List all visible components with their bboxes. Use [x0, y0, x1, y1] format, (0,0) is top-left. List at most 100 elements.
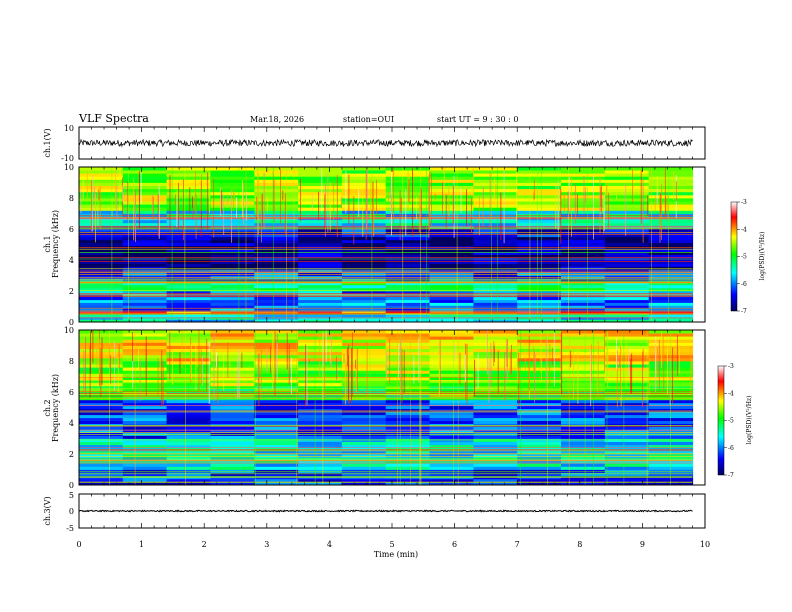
spectrogram-cell	[254, 397, 299, 401]
spectrogram-cell	[254, 228, 299, 232]
spectrogram-cell	[561, 370, 606, 374]
spectrogram-cell	[341, 351, 387, 356]
spectrogram-cell	[298, 311, 343, 314]
spectrogram-cell	[122, 222, 168, 227]
spectrogram-cell	[341, 420, 387, 424]
spectrogram-cell	[341, 367, 387, 371]
spectrogram-cell	[561, 354, 606, 359]
spectrogram-cell	[429, 342, 474, 346]
spectrogram-cell	[122, 354, 168, 359]
spectrogram-cell	[473, 385, 518, 389]
spectrogram-cell	[561, 176, 606, 180]
spectrogram-cell	[79, 463, 124, 467]
spectrogram-cell	[166, 194, 211, 199]
spectrogram-cell	[604, 426, 650, 430]
spectrogram-cell	[517, 376, 562, 380]
spectrogram-cell	[517, 391, 562, 395]
spectrogram-cell	[473, 435, 518, 439]
spectrogram-cell	[166, 367, 211, 371]
spectrogram-cell	[122, 397, 168, 401]
spectrogram-cell	[604, 382, 650, 387]
spectrogram-cell	[429, 472, 474, 477]
spectrogram-cell	[604, 345, 650, 349]
spectrogram-cell	[385, 414, 431, 419]
spectrogram-cell	[254, 382, 299, 387]
spectrogram-cell	[79, 266, 124, 270]
spectrogram-cell	[604, 367, 650, 371]
spectrogram-cell	[517, 402, 562, 407]
spectrogram-cell	[604, 385, 650, 389]
spectrogram-cell	[79, 260, 124, 264]
spectrogram-cell	[561, 316, 606, 320]
spectrogram-ytick-label: 8	[69, 357, 74, 366]
spectrogram-cell	[473, 248, 518, 252]
spectrogram-ytick-label: 4	[69, 419, 74, 428]
spectrogram-cell	[210, 210, 255, 214]
spectrogram-cell	[122, 291, 168, 295]
spectrogram-cell	[385, 402, 431, 407]
spectrogram-cell	[473, 330, 518, 334]
spectrogram-cell	[429, 339, 474, 343]
spectrogram-cell	[561, 444, 606, 449]
spectrogram-cell	[385, 251, 431, 255]
spectrogram-cell	[341, 222, 387, 227]
spectrogram-cell	[210, 339, 255, 343]
spectrogram-cell	[341, 239, 387, 244]
spectrogram-cell	[473, 213, 518, 217]
spectrogram-cell	[473, 351, 518, 356]
spectrogram-cell	[517, 302, 562, 306]
spectrogram-cell	[122, 435, 168, 439]
spectrogram-cell	[604, 263, 650, 267]
spectrogram-cell	[254, 207, 299, 211]
spectrogram-cell	[517, 234, 562, 238]
spectrogram-cell	[122, 234, 168, 238]
colorbar-1-gradient	[730, 201, 738, 312]
spectrogram-cell	[429, 312, 474, 315]
spectrogram-cell	[341, 176, 387, 180]
spectrogram-cell	[429, 370, 474, 374]
spectrogram-cell	[517, 333, 562, 337]
spectrogram-cell	[122, 248, 168, 252]
spectrogram-cell	[648, 314, 694, 318]
spectrogram-cell	[341, 426, 387, 430]
spectrogram-cell	[254, 308, 299, 312]
spectrogram-cell	[385, 302, 431, 306]
spectrogram-cell	[473, 426, 518, 430]
spectrogram-cell	[166, 463, 211, 467]
spectrogram-cell	[341, 399, 387, 404]
spectrogram-cell	[473, 311, 518, 314]
spectrogram-cell	[429, 299, 474, 303]
spectrogram-cell	[429, 408, 474, 413]
spectrogram-cell	[517, 357, 562, 362]
spectrogram-cell	[341, 438, 387, 442]
spectrogram-cell	[473, 333, 518, 337]
spectrogram-cell	[385, 314, 431, 318]
spectrogram-cell	[254, 463, 299, 467]
spectrogram-cell	[166, 284, 211, 289]
spectrogram-cell	[298, 291, 343, 295]
spectrogram-cell	[79, 236, 124, 241]
spectrogram-cell	[79, 417, 124, 421]
spectrogram-cell	[517, 405, 562, 410]
spectrogram-cell	[298, 463, 343, 467]
spectrogram-cell	[166, 414, 211, 419]
x-tick-label: 4	[327, 540, 332, 549]
spectrogram-cell	[517, 188, 562, 193]
spectrogram-cell	[473, 379, 518, 384]
spectrogram-cell	[473, 319, 518, 323]
spectrogram-cell	[473, 179, 518, 183]
spectrogram-cell	[473, 348, 518, 353]
spectrogram-cell	[254, 351, 299, 356]
spectrogram-cell	[166, 432, 211, 436]
spectrogram-cell	[298, 254, 343, 258]
spectrogram-cell	[122, 411, 168, 416]
spectrogram-cell	[79, 204, 124, 208]
spectrogram-cell	[648, 236, 694, 241]
spectrogram-cell	[517, 204, 562, 208]
spectrogram-cell	[385, 469, 431, 473]
spectrogram-cell	[122, 432, 168, 436]
spectrogram-cell	[298, 399, 343, 404]
spectrogram-cell	[517, 444, 562, 449]
spectrogram-cell	[473, 316, 518, 320]
spectrogram-cell	[166, 287, 211, 292]
